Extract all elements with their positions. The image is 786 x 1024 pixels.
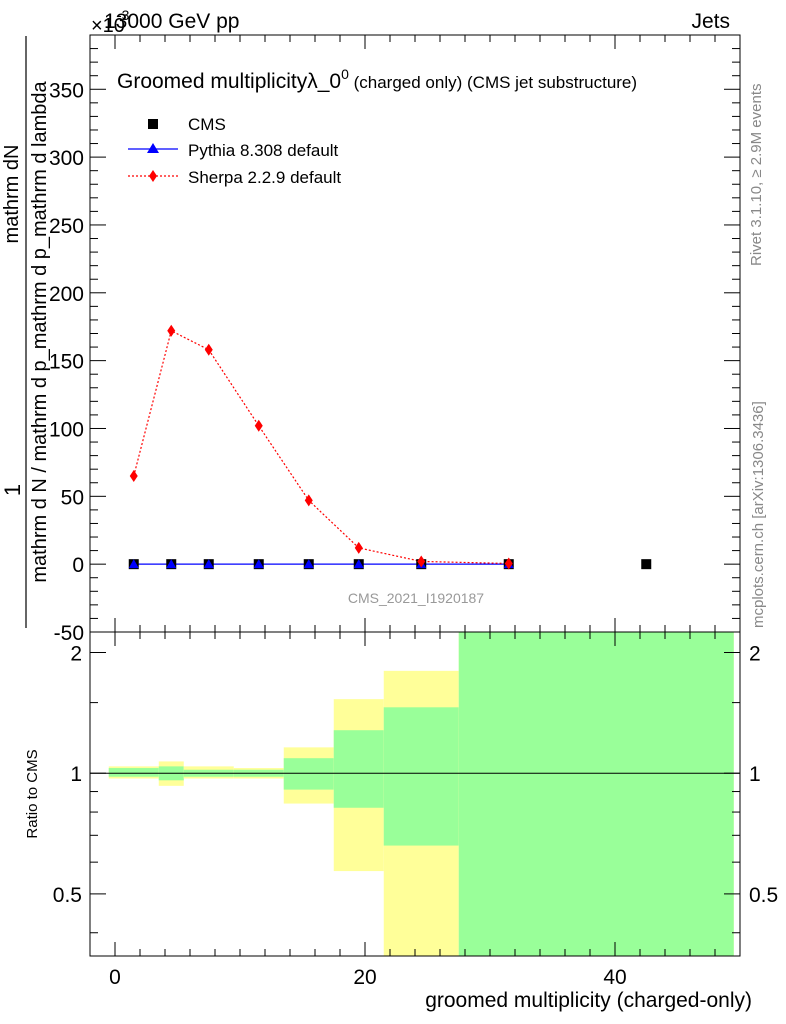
- pythia-point: [128, 559, 139, 569]
- ratio-xlabel: groomed multiplicity (charged-only): [425, 989, 752, 1012]
- main-y-tick-label: 100: [49, 418, 84, 441]
- ratio-band-green: [333, 730, 384, 808]
- ratio-x-tick-label: 40: [603, 966, 626, 989]
- legend-cms-label: CMS: [188, 115, 226, 134]
- main-y-tick-label: 350: [49, 79, 84, 102]
- main-y-tick-label: 300: [49, 147, 84, 170]
- sherpa-point: [354, 541, 363, 554]
- pythia-point: [353, 559, 364, 569]
- ratio-y-tick-label-right: 0.5: [749, 884, 778, 907]
- legend-cms-marker: [148, 119, 158, 129]
- analysis-watermark: CMS_2021_I1920187: [348, 590, 484, 606]
- energy-label: 13000 GeV pp: [104, 10, 239, 33]
- main-y-tick-label: 50: [61, 486, 84, 509]
- legend: CMS Pythia 8.308 default Sherpa 2.2.9 de…: [128, 115, 341, 187]
- sherpa-point: [304, 494, 313, 507]
- ratio-y-tick-label: 2: [70, 643, 82, 666]
- axes-ticks: -50 0 50 100 150 200 250 300 350 0 20 40 0.5 0.5 1 1 2 2: [49, 34, 778, 989]
- plot-title: Groomed multiplicityλ_00 (charged only) …: [117, 66, 637, 93]
- plot-title-main: Groomed multiplicityλ_0: [117, 70, 341, 93]
- main-y-tick-label: 0: [72, 554, 84, 577]
- main-ylabel-inner-numerator: mathrm dN: [1, 145, 23, 244]
- legend-pythia-marker: [147, 143, 159, 153]
- sherpa-point: [254, 419, 263, 432]
- legend-sherpa-marker: [149, 170, 157, 182]
- side-label-mcplots: mcplots.cern.ch [arXiv:1306.3436]: [750, 401, 767, 628]
- main-ylabel-denominator: mathrm d N / mathrm d p_mathrm d p_mathr…: [29, 80, 51, 582]
- exponent-prefix: ×10: [91, 15, 125, 37]
- sherpa-point: [417, 555, 426, 568]
- main-y-tick-label: 250: [49, 215, 84, 238]
- ratio-x-tick-label: 20: [353, 966, 376, 989]
- sherpa-line: [133, 329, 509, 565]
- pythia-point: [166, 559, 177, 569]
- plot-title-sup: 0: [341, 66, 349, 82]
- ratio-band-green: [458, 632, 734, 956]
- side-label-rivet: Rivet 3.1.10, ≥ 2.9M events: [748, 84, 765, 267]
- pythia-point: [203, 559, 214, 569]
- ratio-y-tick-label-right: 1: [749, 763, 761, 786]
- ratio-ylabel: Ratio to CMS: [24, 749, 41, 838]
- ratio-y-tick-label: 1: [70, 763, 82, 786]
- ratio-band-green: [108, 768, 159, 777]
- cms-point: [641, 559, 652, 570]
- ratio-y-tick-label-right: 2: [749, 643, 761, 666]
- main-y-tick-label: 200: [49, 283, 84, 306]
- pythia-point: [303, 559, 314, 569]
- sherpa-point: [167, 324, 176, 337]
- plot-title-suffix: (charged only) (CMS jet substructure): [349, 73, 637, 92]
- ratio-bands: [90, 632, 740, 956]
- pythia-point: [253, 559, 264, 569]
- sherpa-point: [504, 557, 513, 570]
- legend-sherpa-label: Sherpa 2.2.9 default: [188, 168, 341, 187]
- exponent-value: -3: [117, 7, 130, 23]
- main-plot-marks: [128, 324, 652, 570]
- main-ylabel-numerator: 1: [0, 484, 25, 496]
- sherpa-point: [129, 469, 138, 482]
- main-y-tick-label: 150: [49, 351, 84, 374]
- sherpa-point: [204, 343, 213, 356]
- ratio-band-green: [283, 758, 334, 790]
- ratio-x-tick-label: 0: [109, 966, 121, 989]
- ratio-y-tick-label: 0.5: [53, 884, 82, 907]
- ratio-band-green: [383, 707, 459, 846]
- process-label: Jets: [691, 10, 730, 33]
- legend-pythia-label: Pythia 8.308 default: [188, 141, 339, 160]
- main-y-tick-label: -50: [54, 622, 84, 645]
